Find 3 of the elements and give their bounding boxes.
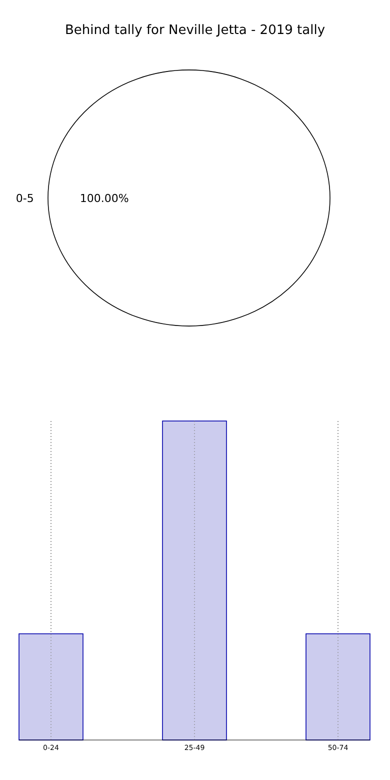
data-label: 100.00% [80, 192, 129, 205]
slice-label: 0-5 [16, 192, 34, 205]
chart-title: Behind tally for Neville Jetta - 2019 tally [64, 23, 326, 38]
